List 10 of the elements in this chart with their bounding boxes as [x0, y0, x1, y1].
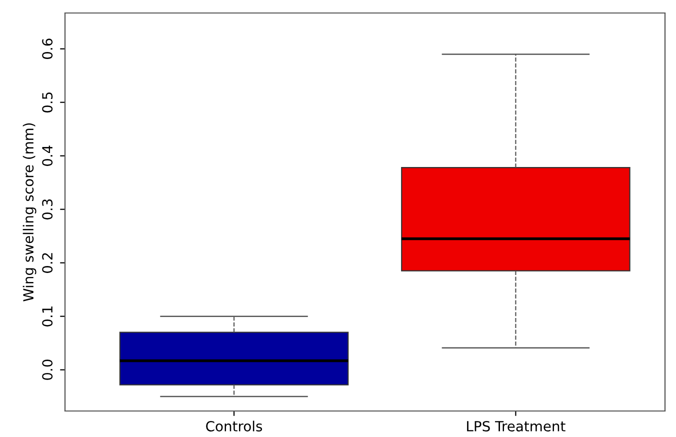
- y-tick-label: 0.3: [42, 199, 53, 220]
- y-tick-label: 0.5: [42, 92, 53, 112]
- x-tick-label: Controls: [206, 420, 262, 432]
- y-tick-label: 0.1: [42, 306, 53, 326]
- x-tick-label: LPS Treatment: [467, 420, 566, 432]
- y-tick-label: 0.6: [42, 38, 53, 59]
- y-axis-title: Wing swelling score (mm): [22, 123, 36, 302]
- y-tick-label: 0.2: [42, 253, 53, 273]
- y-tick-label: 0.0: [42, 360, 53, 380]
- y-tick-label: 0.4: [42, 146, 53, 166]
